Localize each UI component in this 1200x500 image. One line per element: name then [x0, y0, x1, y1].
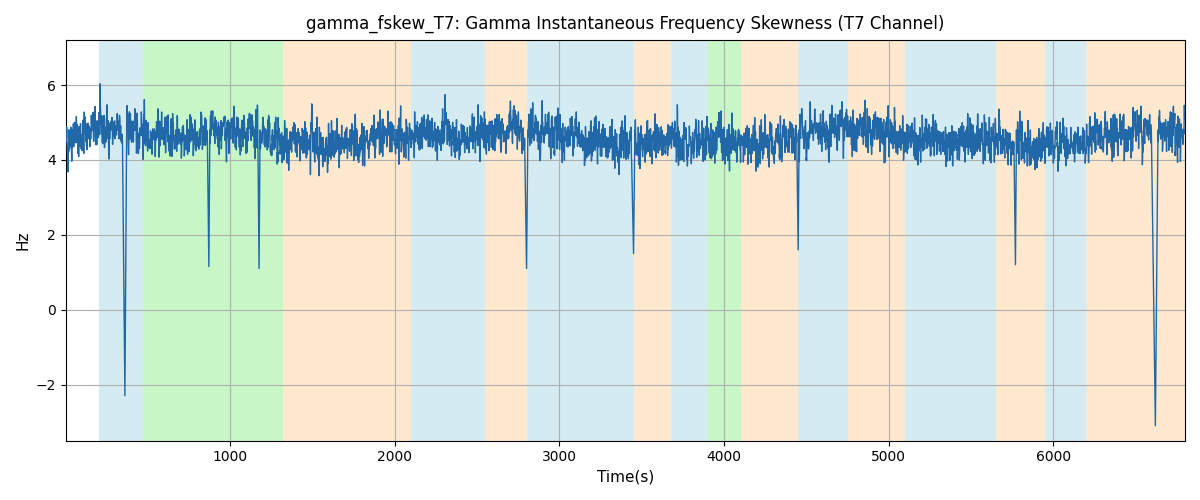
Bar [672, 40, 708, 440]
Bar [905, 40, 996, 440]
Title: gamma_fskew_T7: Gamma Instantaneous Frequency Skewness (T7 Channel): gamma_fskew_T7: Gamma Instantaneous Freq… [306, 15, 944, 34]
Bar [798, 40, 847, 440]
Bar [98, 40, 143, 440]
X-axis label: Time(s): Time(s) [596, 470, 654, 485]
Bar [143, 40, 283, 440]
Y-axis label: Hz: Hz [16, 230, 30, 250]
Bar [708, 40, 740, 440]
Bar [527, 40, 634, 440]
Bar [412, 40, 486, 440]
Bar [486, 40, 527, 440]
Bar [1045, 40, 1086, 440]
Bar [847, 40, 905, 440]
Bar [996, 40, 1045, 440]
Bar [283, 40, 412, 440]
Bar [740, 40, 798, 440]
Bar [1086, 40, 1184, 440]
Bar [634, 40, 672, 440]
